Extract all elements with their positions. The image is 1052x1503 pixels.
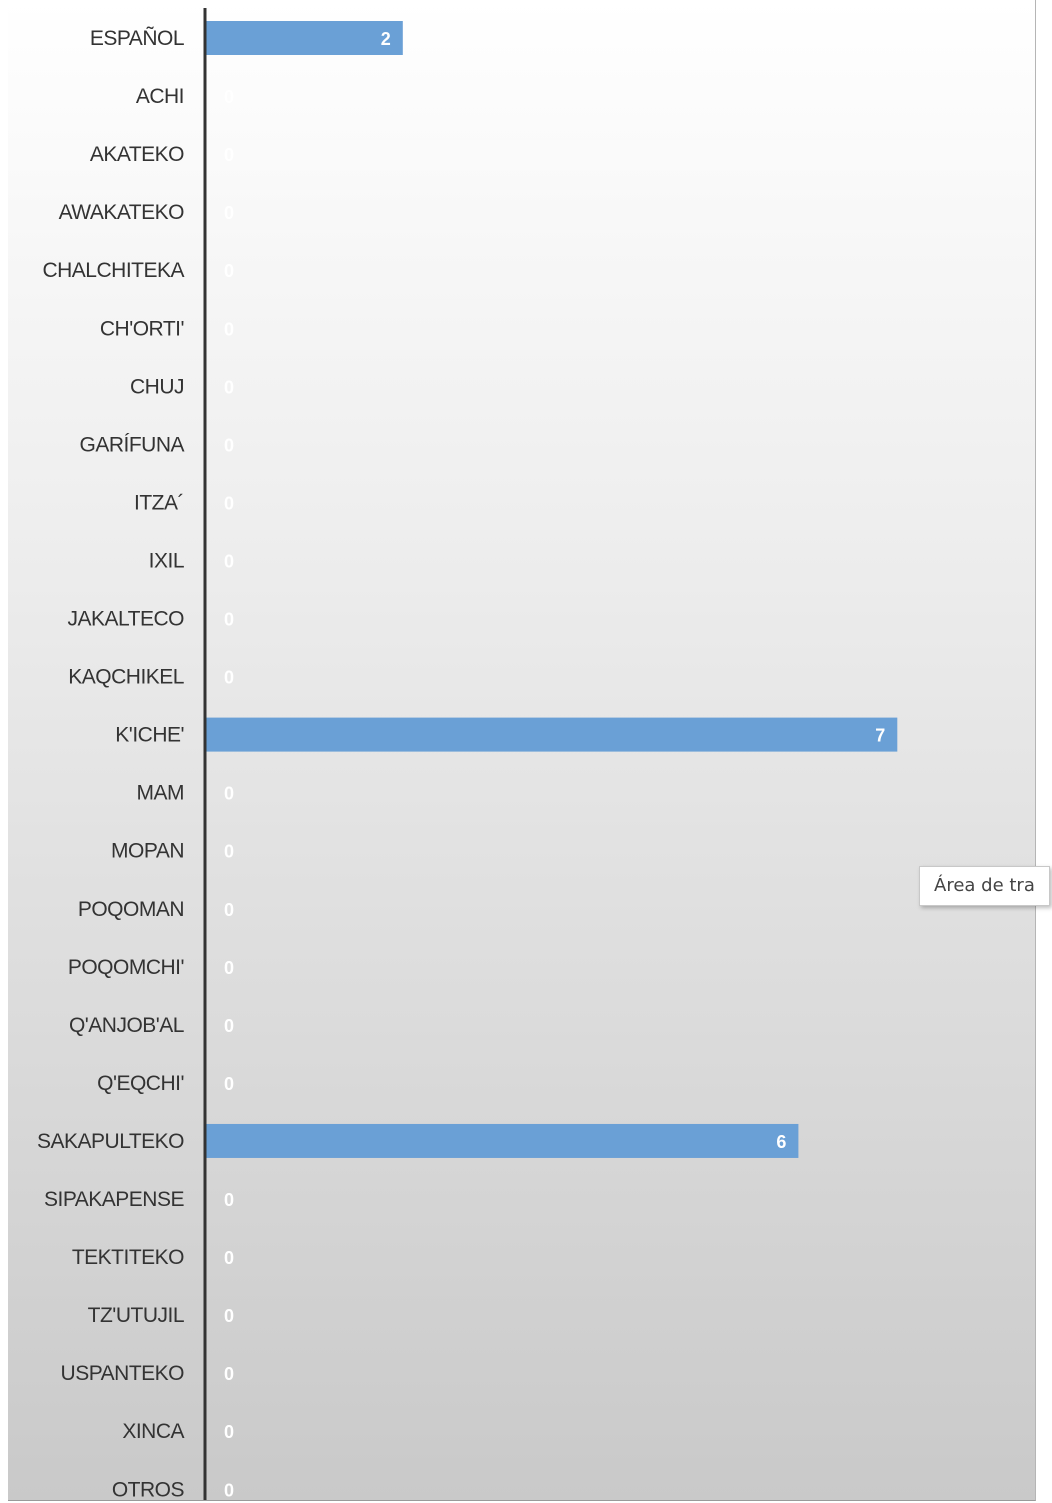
category-label: KAQCHIKEL <box>68 666 184 689</box>
category-label: K'ICHE' <box>115 724 184 747</box>
category-label: OTROS <box>112 1478 185 1500</box>
bars-group <box>205 21 898 1158</box>
data-label: 0 <box>224 87 234 107</box>
category-label: ITZA´ <box>134 491 184 514</box>
bar <box>205 21 403 55</box>
data-label: 0 <box>224 435 234 455</box>
category-label: CHALCHITEKA <box>42 259 184 282</box>
category-label: SAKAPULTEKO <box>37 1130 184 1153</box>
category-label: ESPAÑOL <box>90 26 184 50</box>
data-label: 0 <box>224 145 234 165</box>
data-label: 0 <box>224 1422 234 1442</box>
data-label: 0 <box>224 842 234 862</box>
data-label: 0 <box>224 319 234 339</box>
category-label: USPANTEKO <box>61 1362 185 1385</box>
data-label: 0 <box>224 1248 234 1268</box>
data-label: 0 <box>224 1074 234 1094</box>
data-label: 0 <box>224 377 234 397</box>
bar <box>205 1123 799 1158</box>
category-labels-group: ESPAÑOL ACHI AKATEKO AWAKATEKO CHALCHITEKA CH… <box>37 26 185 1500</box>
category-label: POQOMAN <box>78 898 184 921</box>
category-label: MAM <box>137 782 185 805</box>
category-label: IXIL <box>149 549 184 572</box>
category-label: Q'ANJOB'AL <box>69 1014 184 1037</box>
bar-chart: ESPAÑOL ACHI AKATEKO AWAKATEKO CHALCHITEKA CH… <box>37 8 898 1500</box>
bar <box>205 717 898 752</box>
data-label: 0 <box>224 203 234 223</box>
data-label: 0 <box>224 1306 234 1326</box>
data-label: 7 <box>875 726 885 746</box>
category-label: Q'EQCHI' <box>97 1072 184 1095</box>
data-label: 0 <box>224 1016 234 1036</box>
category-label: XINCA <box>122 1420 184 1443</box>
data-label: 0 <box>224 551 234 571</box>
data-label: 0 <box>224 1480 234 1500</box>
data-label: 0 <box>224 261 234 281</box>
value-labels-group: 2 0 0 0 0 0 0 0 0 0 0 0 7 0 0 0 0 0 0 6 0 0 0 0 0 0 <box>224 29 885 1500</box>
data-label: 0 <box>224 493 234 513</box>
category-label: CH'ORTI' <box>100 317 184 340</box>
chart-plot-area: ESPAÑOL ACHI AKATEKO AWAKATEKO CHALCHITEKA CH… <box>8 0 1036 1501</box>
category-label: SIPAKAPENSE <box>44 1188 184 1211</box>
category-label: MOPAN <box>111 840 184 863</box>
data-label: 0 <box>224 1190 234 1210</box>
category-label: ACHI <box>136 85 184 108</box>
category-label: POQOMCHI' <box>68 956 184 979</box>
category-label: AWAKATEKO <box>59 201 185 224</box>
category-label: CHUJ <box>130 375 184 398</box>
data-label: 0 <box>224 958 234 978</box>
data-label: 6 <box>776 1132 786 1152</box>
category-label: TZ'UTUJIL <box>88 1304 184 1327</box>
category-label: JAKALTECO <box>68 608 185 631</box>
data-label: 0 <box>224 610 234 630</box>
data-label: 0 <box>224 900 234 920</box>
category-label: AKATEKO <box>90 143 184 166</box>
category-label: TEKTITEKO <box>72 1246 184 1269</box>
plot-area-tooltip: Área de tra <box>919 866 1050 906</box>
data-label: 2 <box>381 29 391 49</box>
category-label: GARÍFUNA <box>79 433 184 456</box>
data-label: 0 <box>224 1364 234 1384</box>
data-label: 0 <box>224 784 234 804</box>
data-label: 0 <box>224 668 234 688</box>
